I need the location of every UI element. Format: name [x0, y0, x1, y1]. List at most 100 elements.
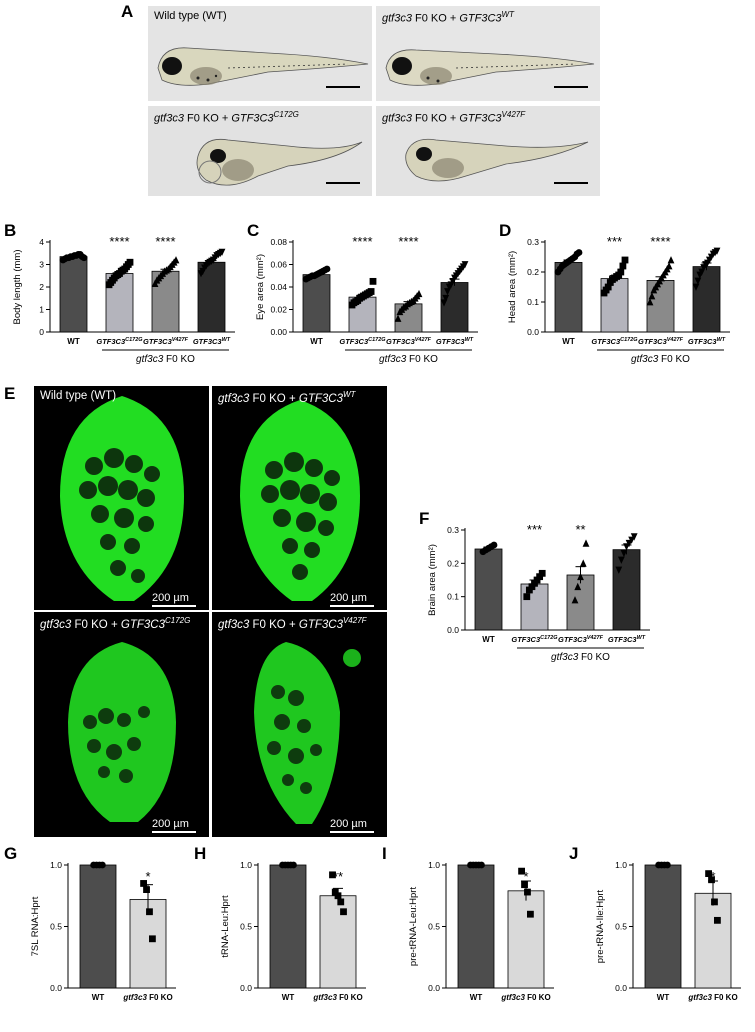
y-tick-label: 0.3 [447, 525, 459, 535]
x-tick-label: WT [282, 993, 295, 1002]
significance-label: **** [155, 234, 175, 249]
group-label-italic: gtf3c3 [551, 652, 579, 663]
group-label-italic: gtf3c3 [379, 354, 407, 365]
y-tick-label: 1.0 [240, 860, 252, 870]
panel-a-caption: gtf3c3 F0 KO + GTF3C3C172G [154, 110, 299, 125]
data-point [490, 541, 498, 549]
x-tick-label-base: GTF3C3 [339, 337, 369, 346]
bar [520, 583, 549, 631]
scale-bar [330, 605, 374, 607]
chart-i: I 0.0 0.5 1.0 pre-tRNA-Leu:Hprt WT * gtf3c3 F0 … [382, 845, 554, 1002]
panel-e-image-rescue-wt: gtf3c3 F0 KO + GTF3C3WT 200 µm [212, 386, 387, 610]
data-point [524, 888, 531, 896]
panel-a-image-rescue-wt: gtf3c3 F0 KO + GTF3C3WT [376, 6, 600, 101]
data-point [478, 861, 485, 869]
chart-c: C 0.00 0.02 0.04 0.06 0.08 Eye area (mm²) WT ***… [247, 222, 478, 365]
group-label-italic: gtf3c3 [136, 354, 164, 365]
chart-f: F 0.0 0.1 0.2 0.3 Brain area (mm²) WT *** GTF3C3… [419, 510, 650, 663]
y-tick-label: 1 [39, 305, 44, 315]
x-tick-label: WT [482, 635, 495, 644]
x-tick-label-sup: C172G [540, 635, 558, 641]
y-tick-label: 0 [39, 327, 44, 337]
y-tick-label: 0.0 [615, 983, 627, 993]
y-tick-label: 1.0 [615, 860, 627, 870]
significance-label: *** [607, 234, 622, 249]
chart-h: H 0.0 0.5 1.0 tRNA-Leu:Hprt WT ** gtf3c3 F0 KO [194, 845, 366, 1002]
group-label-rest: F0 KO [163, 354, 195, 365]
x-tick-label-sup: WT [222, 337, 231, 343]
significance-label: *** [527, 522, 542, 537]
significance-label: ** [575, 522, 585, 537]
panel-e-image-wt: Wild type (WT) 200 µm [34, 386, 209, 610]
data-point [218, 248, 226, 257]
x-tick-label: GTF3C3WT [688, 337, 726, 346]
x-tick-label: gtf3c3 F0 KO [500, 993, 550, 1002]
bar [612, 549, 641, 631]
data-point [630, 533, 638, 541]
brain-confocal-rescue-wt [240, 400, 360, 601]
data-point [705, 870, 712, 878]
data-point [574, 582, 582, 591]
x-tick-label-base: GTF3C3 [193, 337, 223, 346]
bar [646, 280, 675, 333]
group-label: gtf3c3 F0 KO [379, 354, 438, 365]
y-tick-label: 1.0 [428, 860, 440, 870]
group-label: gtf3c3 F0 KO [631, 354, 690, 365]
scale-bar-label: 200 µm [330, 592, 367, 604]
y-tick-label: 0.3 [527, 237, 539, 247]
y-tick-label: 0.08 [270, 237, 287, 247]
zebrafish-larva-wt [157, 47, 369, 88]
data-point [714, 916, 721, 924]
y-tick-label: 0.0 [240, 983, 252, 993]
panel-e-caption: gtf3c3 F0 KO + GTF3C3V427F [218, 616, 367, 631]
x-tick-label: WT [470, 993, 483, 1002]
group-label-rest: F0 KO [578, 652, 610, 663]
group-label-rest: F0 KO [658, 354, 690, 365]
x-tick-label-rest: F0 KO [337, 993, 363, 1002]
x-tick-label-base: GTF3C3 [608, 635, 638, 644]
x-tick-label: GTF3C3V427F [558, 635, 604, 644]
y-tick-label: 0.04 [270, 282, 287, 292]
y-tick-label: 0.0 [428, 983, 440, 993]
x-tick-label: GTF3C3C172G [511, 635, 558, 644]
x-tick-label: GTF3C3C172G [96, 337, 143, 346]
x-tick-label-sup: V427F [587, 635, 604, 641]
brain-confocal-c172g [68, 642, 176, 822]
y-tick-label: 0.1 [447, 592, 459, 602]
x-tick-label-sup: WT [637, 635, 646, 641]
bar [302, 274, 331, 333]
y-axis-label: tRNA-Leu:Hprt [220, 895, 231, 958]
x-tick-label-sup: WT [717, 337, 726, 343]
data-point [538, 569, 546, 577]
data-point [149, 935, 156, 943]
y-axis-label: Eye area (mm²) [255, 254, 266, 320]
panel-letter: F [419, 510, 429, 528]
y-tick-label: 0.00 [270, 327, 287, 337]
data-point [146, 908, 153, 916]
significance-label: ** [333, 869, 343, 884]
data-point [323, 265, 331, 273]
panel-letter: H [194, 845, 206, 863]
y-tick-label: 0.0 [50, 983, 62, 993]
x-tick-label: WT [92, 993, 105, 1002]
group-label: gtf3c3 F0 KO [551, 652, 610, 663]
x-tick-label: WT [310, 337, 323, 346]
data-point [621, 256, 629, 264]
data-point [577, 572, 584, 581]
data-point [143, 886, 150, 893]
data-point [442, 294, 450, 303]
scale-bar-label: 200 µm [152, 818, 189, 830]
data-point [692, 283, 700, 291]
panel-letter: C [247, 222, 259, 240]
significance-label: * [523, 869, 528, 884]
x-tick-label-base: GTF3C3 [638, 337, 668, 346]
y-axis-label: pre-tRNA-Leu:Hprt [408, 887, 419, 967]
x-tick-label-base: GTF3C3 [591, 337, 621, 346]
y-tick-label: 0.0 [527, 327, 539, 337]
significance-label: * [710, 869, 715, 884]
data-point [415, 289, 423, 298]
y-tick-label: 0.5 [50, 922, 62, 932]
x-tick-label-base: GTF3C3 [143, 337, 173, 346]
significance-label: **** [109, 234, 129, 249]
data-point [527, 910, 534, 918]
